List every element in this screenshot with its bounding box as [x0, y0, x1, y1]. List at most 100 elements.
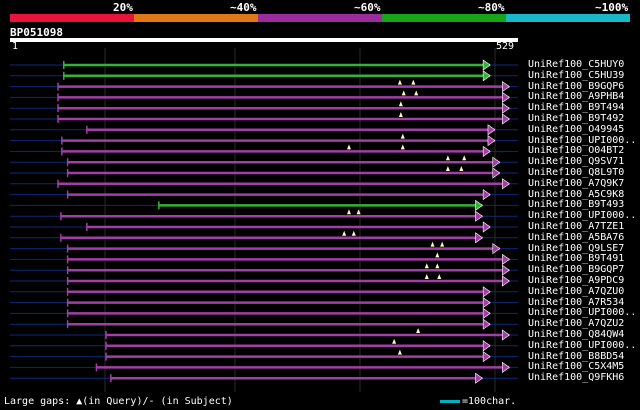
hit-label-link[interactable]: UniRef100_A7QZU2	[528, 318, 625, 330]
hit-label-link[interactable]: UniRef100_B9GQP6	[528, 80, 625, 92]
hit-arrow	[487, 135, 496, 147]
hit-label-link[interactable]: UniRef100_B9T493	[528, 199, 625, 211]
hit-label-link[interactable]: UniRef100_A7R534	[528, 296, 625, 308]
ruler-end-label: 529	[496, 41, 515, 52]
query-gap-triangle	[398, 101, 403, 107]
hit-label-link[interactable]: UniRef100_UPI000..	[528, 307, 637, 319]
hit-arrow	[482, 307, 491, 319]
hit-label-link[interactable]: UniRef100_A5C9K8	[528, 188, 625, 200]
hit-label-link[interactable]: UniRef100_Q84QW4	[528, 329, 625, 340]
query-gap-triangle	[435, 263, 440, 269]
hit-arrow	[502, 253, 510, 265]
hit-label-link[interactable]: UniRef100_UPI000..	[528, 210, 637, 222]
query-gap-triangle	[346, 144, 351, 150]
hit-arrow	[502, 329, 510, 341]
legend-label-60: ~60%	[354, 1, 381, 14]
query-gap-triangle	[397, 349, 402, 355]
hit-arrow	[482, 221, 491, 233]
query-gap-triangle	[346, 209, 351, 215]
query-ruler	[10, 38, 518, 42]
hit-label-link[interactable]: UniRef100_Q9SV71	[528, 156, 625, 168]
hit-label-link[interactable]: UniRef100_Q8L9T0	[528, 167, 625, 178]
hit-label-link[interactable]: UniRef100_B9T492	[528, 113, 625, 124]
hit-arrow	[502, 275, 510, 287]
hit-arrow	[482, 340, 491, 352]
hit-arrow	[502, 91, 510, 103]
hit-arrow	[475, 232, 483, 244]
hit-arrow	[475, 210, 483, 222]
query-gap-triangle	[400, 144, 405, 150]
query-gap-triangle	[401, 90, 406, 96]
hit-label-link[interactable]: UniRef100_A9PDC9	[528, 275, 625, 286]
query-gap-triangle	[435, 252, 440, 258]
query-gap-triangle	[430, 241, 435, 247]
legend-label-80: ~80%	[478, 1, 505, 14]
hit-arrow	[492, 243, 501, 255]
scale-bar	[440, 399, 460, 403]
hit-label-link[interactable]: UniRef100_O04BT2	[528, 145, 625, 157]
hit-label-link[interactable]: UniRef100_A7TZE1	[528, 221, 625, 232]
hit-arrow	[502, 102, 510, 114]
hit-arrow	[482, 286, 491, 298]
hit-label-link[interactable]: UniRef100_C5HUY0	[528, 59, 625, 70]
hit-arrow	[482, 189, 491, 201]
hit-label-link[interactable]: UniRef100_C5X4M5	[528, 361, 625, 373]
hit-label-link[interactable]: UniRef100_Q9FKH6	[528, 372, 625, 384]
legend-label-100: ~100%	[595, 1, 629, 14]
hit-arrow	[502, 264, 510, 276]
hit-label-link[interactable]: UniRef100_A7QZU0	[528, 285, 625, 297]
hit-arrow	[502, 113, 510, 125]
query-gap-triangle	[416, 328, 421, 333]
hit-arrow	[487, 124, 496, 136]
hit-label-link[interactable]: UniRef100_A5BA76	[528, 231, 625, 243]
hit-label-link[interactable]: UniRef100_UPI000..	[528, 339, 637, 351]
query-gap-triangle	[445, 155, 450, 161]
large-gaps-legend: Large gaps: ▲(in Query)/- (in Subject)	[4, 396, 233, 407]
query-gap-triangle	[351, 230, 356, 236]
query-gap-triangle	[398, 112, 403, 117]
query-gap-triangle	[342, 230, 347, 236]
hit-arrow	[482, 297, 491, 309]
query-gap-triangle	[411, 79, 416, 85]
hit-label-link[interactable]: UniRef100_C5HU39	[528, 69, 625, 81]
query-gap-triangle	[392, 338, 397, 344]
query-gap-triangle	[424, 263, 429, 269]
hit-arrow	[482, 318, 491, 330]
hit-arrow	[482, 145, 491, 157]
hit-label-link[interactable]: UniRef100_Q9LSE7	[528, 242, 625, 254]
hit-label-link[interactable]: UniRef100_B8BD54	[528, 350, 625, 362]
hit-label-link[interactable]: UniRef100_O49945	[528, 123, 625, 135]
query-gap-triangle	[459, 166, 464, 171]
legend-swatch-purple	[258, 14, 382, 22]
ruler-start-label: 1	[12, 41, 19, 52]
query-gap-triangle	[397, 79, 402, 85]
hit-label-link[interactable]: UniRef100_B9GQP7	[528, 264, 625, 276]
hit-arrow	[492, 156, 501, 168]
hit-arrow	[475, 199, 483, 211]
query-gap-triangle	[462, 155, 467, 161]
legend-label-40: ~40%	[230, 1, 257, 14]
query-gap-triangle	[440, 241, 445, 247]
legend-swatch-green	[382, 14, 506, 22]
query-gap-triangle	[400, 133, 405, 139]
hit-arrow	[482, 351, 491, 363]
hit-arrow	[492, 167, 501, 179]
query-gap-triangle	[356, 209, 361, 215]
query-gap-triangle	[424, 274, 429, 279]
hit-label-link[interactable]: UniRef100_A7Q9K7	[528, 177, 625, 189]
query-gap-triangle	[437, 274, 442, 279]
hit-arrow	[502, 81, 510, 93]
hit-arrow	[475, 372, 483, 384]
hit-label-link[interactable]: UniRef100_UPI000..	[528, 134, 637, 146]
hit-label-link[interactable]: UniRef100_B9T494	[528, 102, 625, 114]
hit-label-link[interactable]: UniRef100_B9T491	[528, 253, 625, 265]
hit-arrow	[482, 70, 491, 82]
scale-key: =100char.	[440, 396, 516, 407]
identity-legend-labels: 20% ~40% ~60% ~80% ~100%	[0, 0, 640, 14]
hit-arrow	[482, 59, 491, 71]
hit-label-link[interactable]: UniRef100_A9PHB4	[528, 91, 625, 103]
query-gap-triangle	[414, 90, 419, 96]
identity-color-scale	[10, 14, 630, 22]
legend-swatch-cyan	[506, 14, 630, 22]
